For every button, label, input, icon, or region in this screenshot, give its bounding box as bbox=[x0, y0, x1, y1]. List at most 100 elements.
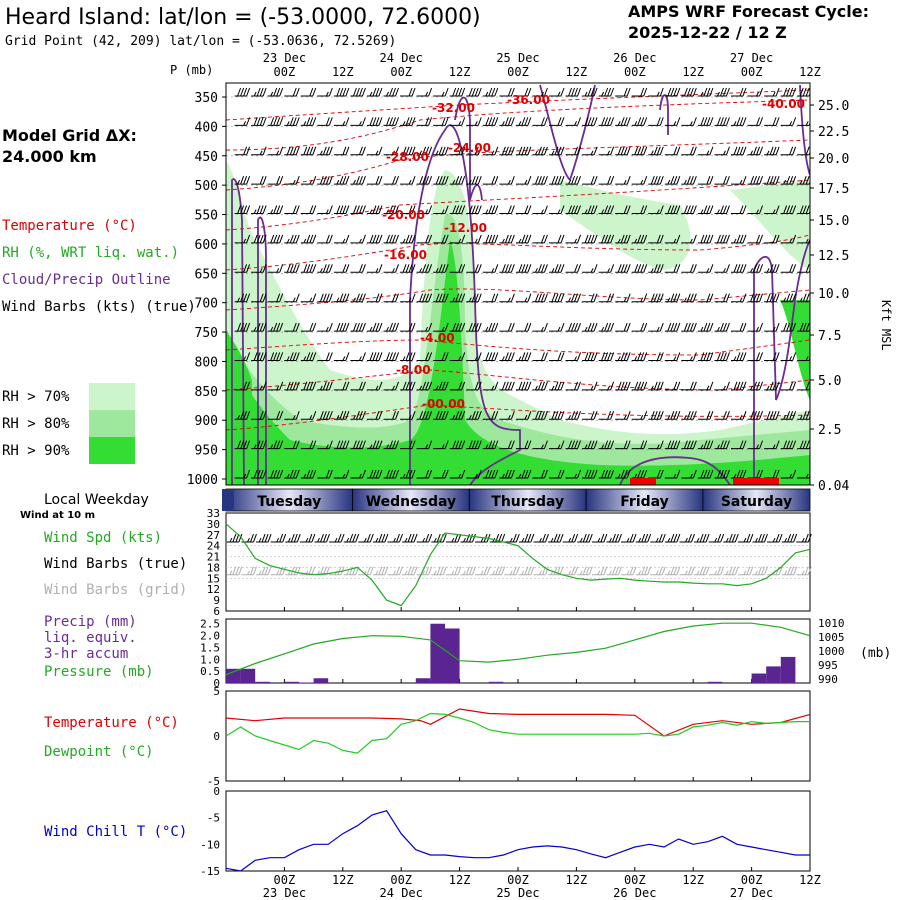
profile-wind-barb bbox=[631, 234, 648, 244]
weekday-edge bbox=[222, 489, 234, 511]
profile-wind-barb bbox=[284, 322, 300, 332]
profile-wind-barb bbox=[400, 322, 416, 332]
profile-wind-barb bbox=[780, 205, 797, 215]
profile-wind-barb bbox=[797, 175, 810, 185]
pressure-tick-label: 1000 bbox=[187, 473, 218, 488]
profile-wind-barb bbox=[548, 381, 565, 391]
profile-wind-barb bbox=[383, 381, 399, 391]
weekday-label: Wednesday bbox=[366, 494, 456, 510]
profile-wind-barb bbox=[615, 440, 631, 450]
profile-wind-barb bbox=[681, 381, 697, 391]
profile-wind-barb bbox=[251, 293, 267, 303]
profile-wind-barb bbox=[648, 234, 664, 244]
profile-wind-barb bbox=[300, 322, 317, 332]
y-tick-label: 33 bbox=[207, 507, 220, 520]
profile-wind-barb bbox=[383, 264, 399, 273]
profile-wind-barb bbox=[317, 440, 333, 450]
profile-wind-barb bbox=[598, 411, 615, 420]
precip-bar bbox=[780, 656, 796, 683]
panel-frame bbox=[225, 618, 811, 684]
profile-wind-barb bbox=[548, 117, 565, 126]
profile-wind-barb bbox=[400, 264, 416, 273]
profile-wind-barb bbox=[449, 381, 466, 391]
y-tick-label: 1.5 bbox=[200, 641, 220, 654]
wind-barb-true bbox=[416, 533, 433, 543]
profile-wind-barb bbox=[333, 146, 350, 156]
profile-wind-barb bbox=[598, 175, 615, 185]
wind-barb-grid bbox=[504, 566, 520, 576]
profile-wind-barb bbox=[449, 469, 466, 479]
height-tick-label: 5.0 bbox=[818, 374, 841, 389]
profile-wind-barb bbox=[300, 411, 317, 420]
bottom-date-label: 26 Dec bbox=[613, 886, 656, 900]
profile-wind-barb bbox=[648, 146, 664, 156]
profile-wind-barb bbox=[400, 234, 416, 244]
profile-wind-barb bbox=[615, 293, 631, 303]
wind-barb-true bbox=[256, 533, 272, 543]
panel-frame bbox=[225, 790, 811, 872]
profile-wind-barb bbox=[383, 440, 399, 450]
profile-wind-barb bbox=[548, 146, 565, 156]
profile-wind-barb bbox=[333, 352, 350, 361]
profile-wind-barb bbox=[731, 440, 747, 450]
profile-wind-barb bbox=[747, 87, 764, 97]
profile-wind-barb bbox=[466, 293, 482, 303]
wind-barb-grid bbox=[737, 566, 754, 576]
profile-wind-barb bbox=[731, 293, 747, 303]
profile-wind-barb bbox=[615, 234, 631, 244]
profile-wind-barb bbox=[350, 234, 366, 244]
profile-wind-barb bbox=[631, 264, 648, 273]
profile-wind-barb bbox=[317, 175, 333, 185]
profile-wind-barb bbox=[284, 293, 300, 303]
wind-barb-grid bbox=[694, 566, 710, 576]
wind-barb-grid bbox=[533, 566, 549, 576]
wind-barb-true bbox=[737, 533, 754, 543]
wind-barb-grid bbox=[635, 566, 652, 576]
profile-wind-barb bbox=[582, 87, 598, 97]
wind-barb-grid bbox=[723, 566, 739, 576]
profile-wind-barb bbox=[251, 205, 267, 215]
profile-wind-barb bbox=[548, 293, 565, 303]
precip-label-2: liq. equiv. bbox=[44, 630, 137, 646]
profile-wind-barb bbox=[681, 469, 697, 479]
grid-point-label: Grid Point (42, 209) lat/lon = (-53.0636… bbox=[5, 34, 396, 49]
surface-precip-marker bbox=[630, 478, 656, 485]
temperature-contour-label: -12.00 bbox=[444, 221, 487, 235]
profile-wind-barb bbox=[797, 205, 810, 215]
profile-wind-barb bbox=[631, 352, 648, 361]
profile-wind-barb bbox=[251, 175, 267, 185]
profile-wind-barb bbox=[433, 264, 449, 273]
profile-wind-barb bbox=[780, 440, 797, 450]
profile-wind-barb bbox=[797, 293, 810, 303]
profile-wind-barb bbox=[251, 146, 267, 156]
profile-wind-barb bbox=[482, 264, 499, 273]
profile-wind-barb bbox=[714, 469, 730, 479]
profile-wind-barb bbox=[416, 175, 433, 185]
profile-wind-barb bbox=[631, 205, 648, 215]
profile-wind-barb bbox=[383, 411, 399, 420]
temperature-contour-labels: -32.00 -36.00 -40.00 -28.00 -24.00 -20.00 -12.… bbox=[382, 93, 805, 411]
profile-wind-barb bbox=[449, 440, 466, 450]
profile-wind-barb bbox=[251, 440, 267, 450]
wind-barb-true bbox=[226, 533, 243, 543]
height-tick-label: 12.5 bbox=[818, 249, 849, 264]
weekday-label: Saturday bbox=[721, 494, 792, 510]
wind-barb-true bbox=[285, 533, 301, 543]
profile-wind-barb bbox=[532, 205, 548, 215]
profile-wind-barb bbox=[598, 146, 615, 156]
profile-wind-barb bbox=[615, 264, 631, 273]
profile-wind-barb bbox=[565, 175, 582, 185]
precip-bar bbox=[766, 666, 781, 683]
profile-wind-barb bbox=[482, 293, 499, 303]
top-date-label: 24 Dec bbox=[380, 51, 423, 65]
profile-wind-barb bbox=[234, 293, 251, 303]
profile-wind-barb bbox=[582, 322, 598, 332]
wind-barb-grid bbox=[343, 566, 360, 576]
profile-wind-barb bbox=[350, 381, 366, 391]
profile-wind-barb bbox=[449, 322, 466, 332]
temperature-contour-label: -28.00 bbox=[386, 150, 429, 164]
profile-wind-barb bbox=[482, 146, 499, 156]
profile-wind-barb bbox=[499, 205, 515, 215]
legend-rh70-swatch bbox=[89, 383, 135, 410]
